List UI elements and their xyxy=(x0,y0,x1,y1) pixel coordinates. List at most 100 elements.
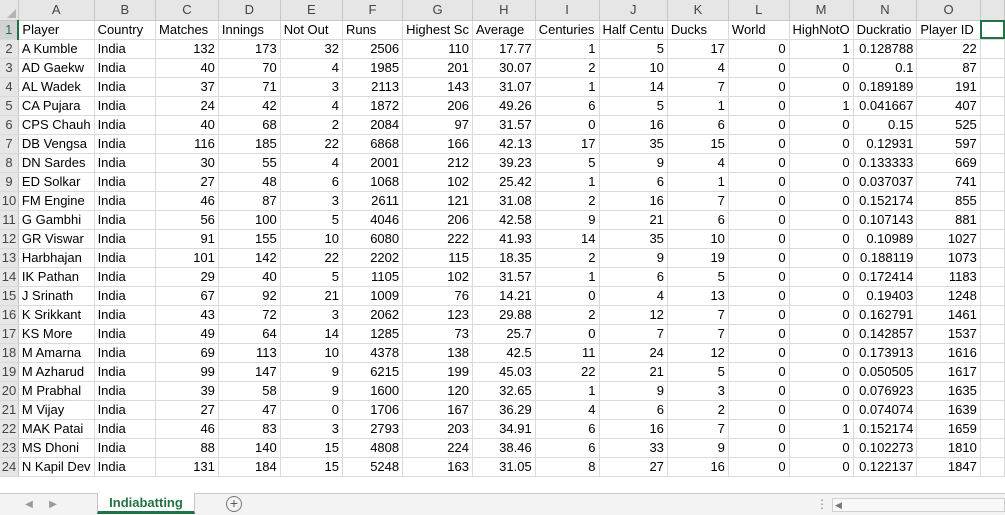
cell-l3[interactable]: 0 xyxy=(728,58,790,78)
cell-l22[interactable]: 0 xyxy=(728,419,790,439)
cell-m4[interactable]: 0 xyxy=(789,77,854,97)
cell-d3[interactable]: 70 xyxy=(218,58,281,78)
cell-o24[interactable]: 1847 xyxy=(916,457,981,477)
cell-f4[interactable]: 2113 xyxy=(342,77,404,97)
cell-d17[interactable]: 64 xyxy=(218,324,281,344)
cell-k15[interactable]: 13 xyxy=(667,286,729,306)
cell-n12[interactable]: 0.10989 xyxy=(853,229,918,249)
cell-a14[interactable]: IK Pathan xyxy=(18,267,95,287)
cell-p23[interactable] xyxy=(980,438,1005,458)
cell-o12[interactable]: 1027 xyxy=(916,229,981,249)
cell-p4[interactable] xyxy=(980,77,1005,97)
cell-l12[interactable]: 0 xyxy=(728,229,790,249)
row-header[interactable]: 21 xyxy=(0,400,19,420)
cell-n8[interactable]: 0.133333 xyxy=(853,153,918,173)
cell-i4[interactable]: 1 xyxy=(535,77,600,97)
cell-m1[interactable]: HighNotO xyxy=(789,20,854,40)
cell-d20[interactable]: 58 xyxy=(218,381,281,401)
cell-i18[interactable]: 11 xyxy=(535,343,600,363)
cell-m9[interactable]: 0 xyxy=(789,172,854,192)
column-header-f[interactable]: F xyxy=(342,0,404,21)
cell-l2[interactable]: 0 xyxy=(728,39,790,59)
cell-k11[interactable]: 6 xyxy=(667,210,729,230)
row-header[interactable]: 17 xyxy=(0,324,19,344)
cell-k14[interactable]: 5 xyxy=(667,267,729,287)
cell-n19[interactable]: 0.050505 xyxy=(853,362,918,382)
cell-b23[interactable]: India xyxy=(94,438,157,458)
cell-i21[interactable]: 4 xyxy=(535,400,600,420)
cell-m3[interactable]: 0 xyxy=(789,58,854,78)
cell-c20[interactable]: 39 xyxy=(155,381,219,401)
row-header[interactable]: 13 xyxy=(0,248,19,268)
cell-h11[interactable]: 42.58 xyxy=(472,210,536,230)
column-header-l[interactable]: L xyxy=(728,0,790,21)
cell-o18[interactable]: 1616 xyxy=(916,343,981,363)
cell-m23[interactable]: 0 xyxy=(789,438,854,458)
row-header[interactable]: 12 xyxy=(0,229,19,249)
column-header-j[interactable]: J xyxy=(599,0,668,21)
cell-i12[interactable]: 14 xyxy=(535,229,600,249)
cell-a13[interactable]: Harbhajan xyxy=(18,248,95,268)
cell-n7[interactable]: 0.12931 xyxy=(853,134,918,154)
cell-h4[interactable]: 31.07 xyxy=(472,77,536,97)
cell-a24[interactable]: N Kapil Dev xyxy=(18,457,95,477)
cell-p20[interactable] xyxy=(980,381,1005,401)
cell-a20[interactable]: M Prabhal xyxy=(18,381,95,401)
cell-a19[interactable]: M Azharud xyxy=(18,362,95,382)
cell-e16[interactable]: 3 xyxy=(280,305,343,325)
cell-m10[interactable]: 0 xyxy=(789,191,854,211)
cell-b17[interactable]: India xyxy=(94,324,157,344)
cell-a7[interactable]: DB Vengsa xyxy=(18,134,95,154)
cell-f8[interactable]: 2001 xyxy=(342,153,404,173)
cell-a17[interactable]: KS More xyxy=(18,324,95,344)
cell-a10[interactable]: FM Engine xyxy=(18,191,95,211)
cell-b2[interactable]: India xyxy=(94,39,157,59)
cell-d16[interactable]: 72 xyxy=(218,305,281,325)
cell-j17[interactable]: 7 xyxy=(599,324,668,344)
cell-l24[interactable]: 0 xyxy=(728,457,790,477)
cell-o3[interactable]: 87 xyxy=(916,58,981,78)
cell-o14[interactable]: 1183 xyxy=(916,267,981,287)
cell-f23[interactable]: 4808 xyxy=(342,438,404,458)
cell-l7[interactable]: 0 xyxy=(728,134,790,154)
cell-b8[interactable]: India xyxy=(94,153,157,173)
cell-o4[interactable]: 191 xyxy=(916,77,981,97)
cell-g13[interactable]: 115 xyxy=(402,248,473,268)
cell-c22[interactable]: 46 xyxy=(155,419,219,439)
cell-b9[interactable]: India xyxy=(94,172,157,192)
cell-p21[interactable] xyxy=(980,400,1005,420)
cell-i2[interactable]: 1 xyxy=(535,39,600,59)
cell-n5[interactable]: 0.041667 xyxy=(853,96,918,116)
cell-i15[interactable]: 0 xyxy=(535,286,600,306)
cell-h15[interactable]: 14.21 xyxy=(472,286,536,306)
cell-m11[interactable]: 0 xyxy=(789,210,854,230)
cell-d21[interactable]: 47 xyxy=(218,400,281,420)
cell-d18[interactable]: 113 xyxy=(218,343,281,363)
cell-k6[interactable]: 6 xyxy=(667,115,729,135)
cell-m19[interactable]: 0 xyxy=(789,362,854,382)
cell-c21[interactable]: 27 xyxy=(155,400,219,420)
cell-j2[interactable]: 5 xyxy=(599,39,668,59)
cell-o17[interactable]: 1537 xyxy=(916,324,981,344)
cell-j8[interactable]: 9 xyxy=(599,153,668,173)
cell-j7[interactable]: 35 xyxy=(599,134,668,154)
column-header-o[interactable]: O xyxy=(916,0,981,21)
cell-a12[interactable]: GR Viswar xyxy=(18,229,95,249)
cell-f13[interactable]: 2202 xyxy=(342,248,404,268)
cell-l6[interactable]: 0 xyxy=(728,115,790,135)
cell-i11[interactable]: 9 xyxy=(535,210,600,230)
cell-o5[interactable]: 407 xyxy=(916,96,981,116)
cell-d5[interactable]: 42 xyxy=(218,96,281,116)
cell-p5[interactable] xyxy=(980,96,1005,116)
column-header-h[interactable]: H xyxy=(472,0,536,21)
cell-p2[interactable] xyxy=(980,39,1005,59)
cell-c7[interactable]: 116 xyxy=(155,134,219,154)
cell-d24[interactable]: 184 xyxy=(218,457,281,477)
cell-h3[interactable]: 30.07 xyxy=(472,58,536,78)
cell-p1[interactable] xyxy=(980,20,1005,40)
cell-b3[interactable]: India xyxy=(94,58,157,78)
cell-k8[interactable]: 4 xyxy=(667,153,729,173)
cell-e9[interactable]: 6 xyxy=(280,172,343,192)
cell-l21[interactable]: 0 xyxy=(728,400,790,420)
row-header[interactable]: 19 xyxy=(0,362,19,382)
